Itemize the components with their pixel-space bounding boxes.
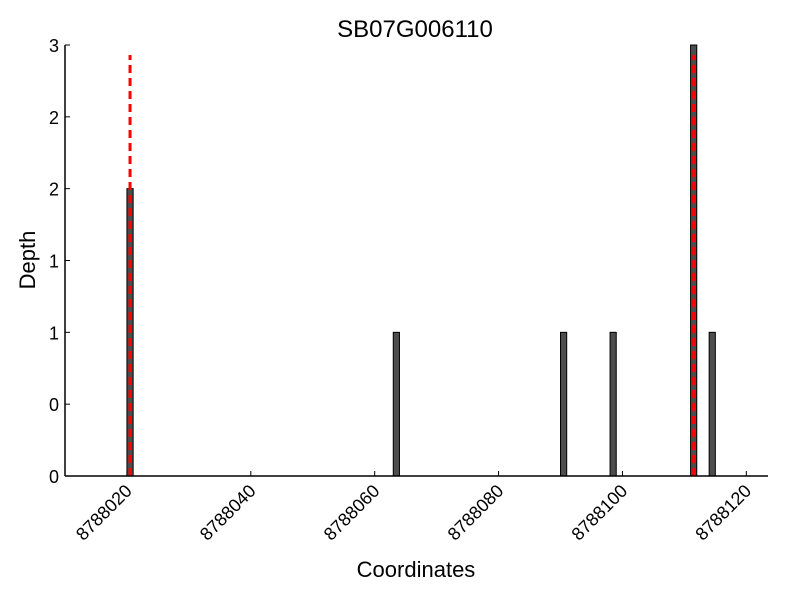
depth-bar xyxy=(560,331,568,477)
x-tick-label: 8788040 xyxy=(196,481,260,545)
y-tick-label: 1 xyxy=(49,323,59,343)
depth-bar xyxy=(609,331,617,477)
depth-bar xyxy=(392,331,400,477)
x-tick-label: 8788080 xyxy=(444,481,508,545)
y-tick-label: 0 xyxy=(49,395,59,415)
y-tick-label: 2 xyxy=(49,108,59,128)
y-tick-label: 1 xyxy=(49,252,59,272)
depth-bar xyxy=(708,331,716,477)
y-tick-label: 0 xyxy=(49,467,59,487)
x-axis-label: Coordinates xyxy=(357,557,476,582)
x-tick-label: 8788020 xyxy=(72,481,136,545)
x-tick-label: 8788120 xyxy=(691,481,755,545)
y-axis-label: Depth xyxy=(15,231,40,290)
x-tick-label: 8788100 xyxy=(568,481,632,545)
x-tick-label: 8788060 xyxy=(320,481,384,545)
y-tick-label: 2 xyxy=(49,180,59,200)
chart-title: SB07G006110 xyxy=(337,16,493,43)
y-tick-label: 3 xyxy=(49,36,59,56)
